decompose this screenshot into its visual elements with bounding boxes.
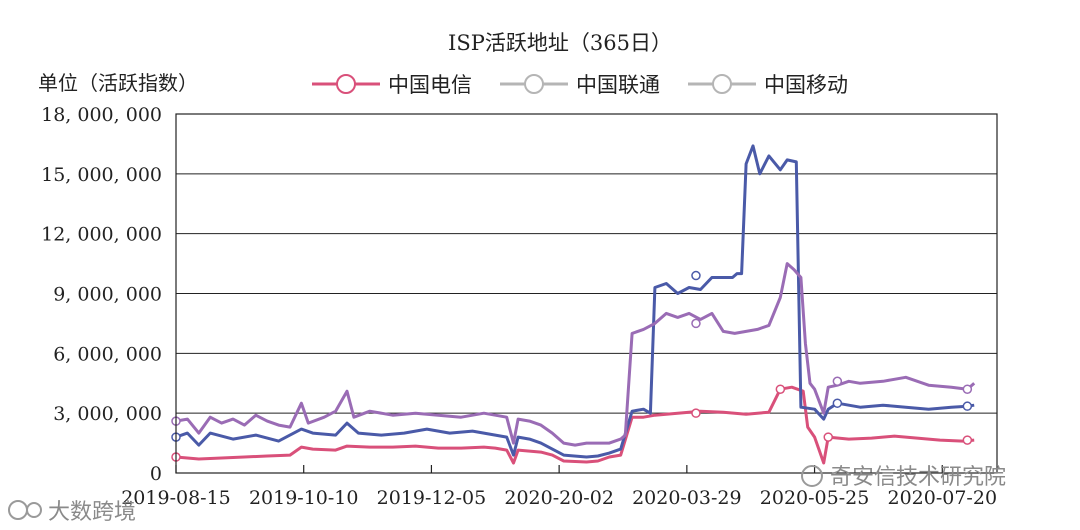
series-marker <box>832 398 843 408</box>
x-tick-label: 2019-10-10 <box>249 487 359 509</box>
x-tick-label: 2020-20-02 <box>504 487 614 509</box>
y-axis-label: 单位（活跃指数） <box>38 71 198 95</box>
series-line-3 <box>175 262 976 447</box>
x-tick-label: 2020-07-20 <box>887 487 997 509</box>
series-marker <box>691 408 701 418</box>
series-marker <box>962 384 973 394</box>
grid-lines <box>176 113 997 474</box>
legend-marker <box>712 74 732 94</box>
y-tick-label: 3, 000, 000 <box>53 403 162 425</box>
legend-marker <box>524 74 544 94</box>
y-tick-label: 15, 000, 000 <box>41 164 162 186</box>
y-tick-label: 9, 000, 000 <box>53 284 162 306</box>
y-tick-label: 18, 000, 000 <box>41 104 162 126</box>
plot-frame <box>175 113 998 474</box>
x-tick-label: 2019-08-15 <box>121 487 231 509</box>
watermark-left: 大数跨境 <box>8 500 136 525</box>
legend-label: 中国电信 <box>388 73 472 97</box>
series-marker <box>962 401 973 411</box>
watermark-logo-icon <box>8 500 28 520</box>
legend-marker <box>336 74 356 94</box>
series-group <box>171 144 976 465</box>
series-marker <box>962 435 973 445</box>
wechat-icon <box>801 465 823 487</box>
watermark-right: 奇安信技术研究院 <box>801 465 1006 490</box>
y-tick-label: 12, 000, 000 <box>41 224 162 246</box>
watermark-left-text: 大数跨境 <box>48 500 136 525</box>
series-marker <box>832 376 843 387</box>
series-marker <box>691 270 701 281</box>
x-axis-ticks: 2019-08-15 2019-10-10 2019-12-05 2020-20-02… <box>121 465 997 509</box>
y-tick-label: 6, 000, 000 <box>53 343 162 365</box>
y-tick-label: 0 <box>150 463 162 485</box>
chart-title: ISP活跃地址（365日） <box>448 31 672 55</box>
legend-label: 中国联通 <box>576 73 660 97</box>
series-marker <box>775 384 786 394</box>
series-marker <box>823 432 833 442</box>
y-axis-ticks: 0 3, 000, 000 6, 000, 000 9, 000, 000 12, 00… <box>41 104 162 485</box>
watermark-right-text: 奇安信技术研究院 <box>830 465 1006 490</box>
x-tick-label: 2020-05-25 <box>760 487 870 509</box>
watermark-logo-dot <box>26 502 42 518</box>
legend-label: 中国移动 <box>764 73 848 97</box>
legend: 中国电信 中国联通 中国移动 <box>312 73 848 97</box>
series-marker <box>691 318 701 329</box>
x-tick-label: 2019-12-05 <box>377 487 487 509</box>
series-line-2 <box>175 144 975 459</box>
x-tick-label: 2020-03-29 <box>632 487 742 509</box>
series-line-1 <box>175 385 975 465</box>
